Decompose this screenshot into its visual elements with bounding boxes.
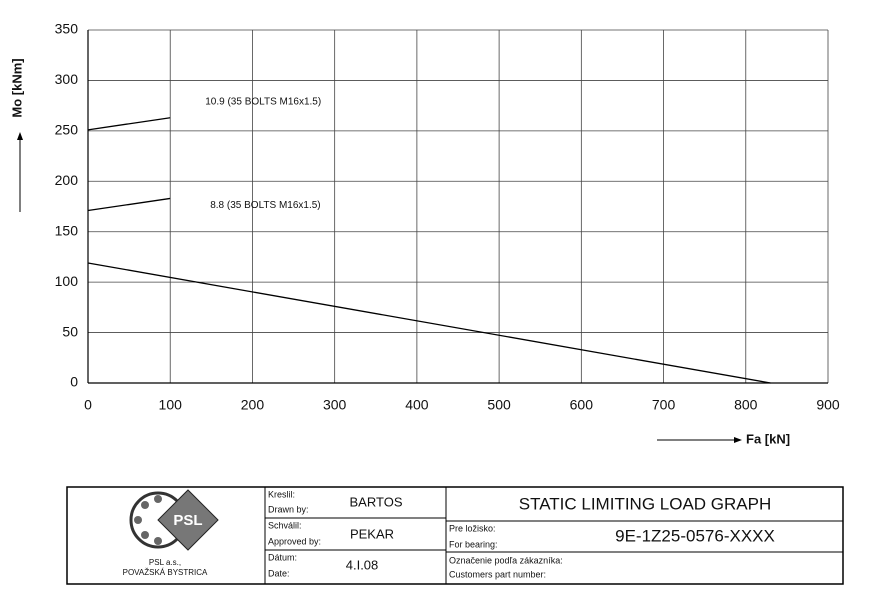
x-tick-label: 0 bbox=[84, 397, 92, 413]
x-axis-label: Fa [kN] bbox=[746, 431, 790, 446]
title-block bbox=[66, 486, 844, 585]
y-tick-label: 100 bbox=[55, 273, 79, 289]
logo-city: POVAŽSKÁ BYSTRICA bbox=[123, 568, 208, 577]
x-tick-label: 900 bbox=[816, 397, 840, 413]
x-tick-label: 500 bbox=[487, 397, 511, 413]
field-label: Date: bbox=[268, 568, 290, 578]
x-tick-label: 800 bbox=[734, 397, 758, 413]
field-value: 4.I.08 bbox=[346, 557, 379, 572]
series-line bbox=[87, 117, 171, 131]
x-tick-label: 700 bbox=[652, 397, 676, 413]
series-line bbox=[87, 262, 771, 384]
y-tick-label: 250 bbox=[55, 122, 79, 138]
field-label: Drawn by: bbox=[268, 504, 309, 514]
x-arrow-head bbox=[734, 437, 742, 443]
field-label: Dátum: bbox=[268, 552, 297, 562]
block-frame bbox=[66, 486, 844, 585]
series-label: 8.8 (35 BOLTS M16x1.5) bbox=[210, 200, 320, 211]
y-arrow-head bbox=[17, 132, 23, 140]
logo-ball bbox=[134, 516, 142, 524]
series-label: 10.9 (35 BOLTS M16x1.5) bbox=[205, 96, 321, 107]
field-label: Označenie podľa zákazníka: bbox=[449, 555, 563, 565]
y-tick-label: 50 bbox=[62, 323, 78, 339]
y-axis-label: Mo [kNm] bbox=[9, 58, 24, 117]
logo-ball bbox=[154, 495, 162, 503]
field-label: Schválil: bbox=[268, 520, 302, 530]
series-line bbox=[87, 197, 171, 212]
x-tick-label: 400 bbox=[405, 397, 429, 413]
y-tick-label: 150 bbox=[55, 222, 79, 238]
field-label: Pre ložisko: bbox=[449, 523, 496, 533]
logo-ball bbox=[154, 537, 162, 545]
y-tick-label: 350 bbox=[55, 21, 79, 37]
block-title: STATIC LIMITING LOAD GRAPH bbox=[519, 494, 772, 513]
logo: PSL PSL a.s., POVAŽSKÁ BYSTRICA bbox=[123, 489, 219, 577]
y-tick-label: 0 bbox=[70, 374, 78, 390]
logo-ball bbox=[141, 501, 149, 509]
x-tick-label: 600 bbox=[570, 397, 594, 413]
y-tick-label: 200 bbox=[55, 172, 79, 188]
logo-text: PSL bbox=[173, 512, 202, 529]
logo-diamond bbox=[157, 489, 219, 551]
x-tick-label: 200 bbox=[241, 397, 265, 413]
field-value: PEKAR bbox=[350, 526, 394, 541]
field-label: Approved by: bbox=[268, 536, 321, 546]
logo-ball bbox=[141, 531, 149, 539]
field-label: Customers part number: bbox=[449, 569, 546, 579]
x-tick-label: 100 bbox=[159, 397, 183, 413]
field-label: For bearing: bbox=[449, 539, 498, 549]
field-value: 9E-1Z25-0576-XXXX bbox=[615, 526, 775, 545]
y-tick-label: 300 bbox=[55, 71, 79, 87]
field-label: Kreslil: bbox=[268, 489, 295, 499]
field-value: BARTOS bbox=[350, 494, 403, 509]
x-tick-label: 300 bbox=[323, 397, 347, 413]
logo-company: PSL a.s., bbox=[149, 558, 181, 567]
